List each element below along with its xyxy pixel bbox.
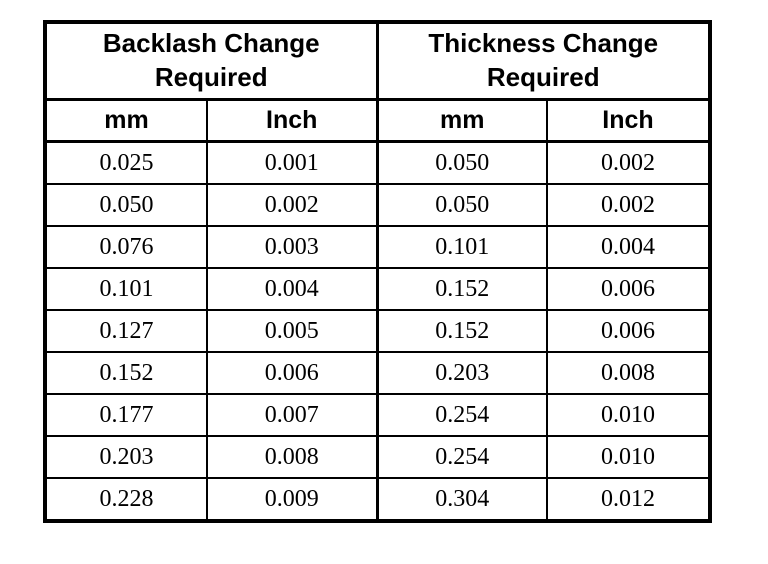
backlash-mm-header: mm [44,98,208,143]
thickness-mm-header: mm [375,98,548,143]
table-cell: 0.304 [375,477,548,522]
table-cell: 0.006 [206,351,378,395]
table-row: 0.228 0.009 0.304 0.012 [44,477,712,522]
table-row: 0.076 0.003 0.101 0.004 [44,225,712,269]
table-cell: 0.152 [375,267,548,311]
table-row: 0.101 0.004 0.152 0.006 [44,267,712,311]
conversion-table-container: Backlash Change Required Thickness Chang… [43,20,713,523]
table-row: 0.050 0.002 0.050 0.002 [44,183,712,227]
table-cell: 0.254 [375,393,548,437]
table-cell: 0.008 [545,351,712,395]
table-cell: 0.152 [44,351,208,395]
table-cell: 0.010 [545,435,712,479]
table-cell: 0.101 [375,225,548,269]
table-cell: 0.152 [375,309,548,353]
unit-header-row: mm Inch mm Inch [44,98,712,143]
table-row: 0.152 0.006 0.203 0.008 [44,351,712,395]
thickness-inch-header: Inch [545,98,712,143]
table-cell: 0.007 [206,393,378,437]
table-cell: 0.009 [206,477,378,522]
table-cell: 0.203 [44,435,208,479]
table-cell: 0.003 [206,225,378,269]
table-row: 0.127 0.005 0.152 0.006 [44,309,712,353]
table-cell: 0.177 [44,393,208,437]
table-cell: 0.228 [44,477,208,522]
table-cell: 0.050 [375,183,548,227]
table-cell: 0.025 [44,140,208,185]
table-cell: 0.127 [44,309,208,353]
table-cell: 0.006 [545,309,712,353]
group-header-row: Backlash Change Required Thickness Chang… [44,21,712,101]
backlash-group-header: Backlash Change Required [44,21,378,101]
table-cell: 0.005 [206,309,378,353]
table-cell: 0.076 [44,225,208,269]
table-cell: 0.006 [545,267,712,311]
table-row: 0.177 0.007 0.254 0.010 [44,393,712,437]
table-cell: 0.050 [375,140,548,185]
table-cell: 0.004 [545,225,712,269]
table-row: 0.025 0.001 0.050 0.002 [44,140,712,185]
table-cell: 0.203 [375,351,548,395]
table-cell: 0.002 [545,183,712,227]
table-cell: 0.050 [44,183,208,227]
table-cell: 0.002 [545,140,712,185]
table-cell: 0.254 [375,435,548,479]
table-cell: 0.012 [545,477,712,522]
table-cell: 0.010 [545,393,712,437]
table-cell: 0.008 [206,435,378,479]
table-cell: 0.101 [44,267,208,311]
table-cell: 0.002 [206,183,378,227]
backlash-inch-header: Inch [206,98,378,143]
table-row: 0.203 0.008 0.254 0.010 [44,435,712,479]
thickness-group-header: Thickness Change Required [375,21,712,101]
table-cell: 0.004 [206,267,378,311]
table-cell: 0.001 [206,140,378,185]
backlash-thickness-conversion-table: Backlash Change Required Thickness Chang… [43,20,713,523]
